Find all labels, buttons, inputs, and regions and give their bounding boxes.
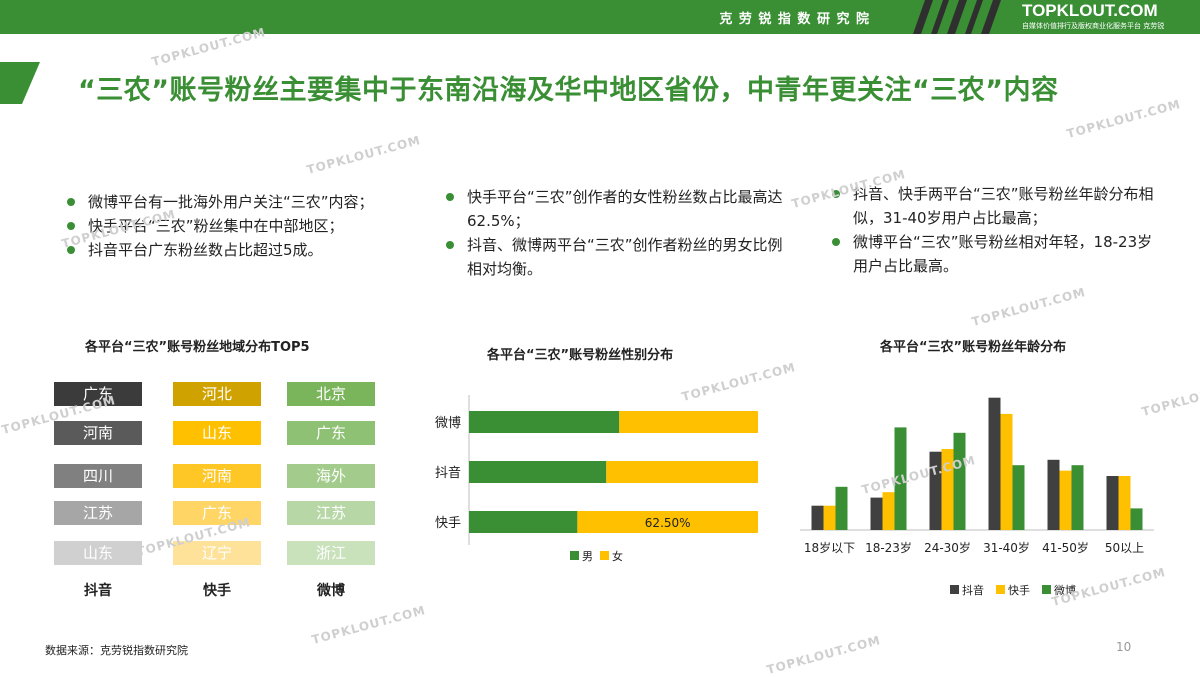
gender-bar-segment xyxy=(469,461,607,483)
age-bar xyxy=(929,451,942,530)
age-bar xyxy=(1012,465,1025,530)
age-bar xyxy=(835,486,848,530)
gender-bar-segment xyxy=(469,511,578,533)
header-stripes xyxy=(905,0,1005,34)
region-cell: 山东 xyxy=(173,421,261,445)
gender-bar-segment xyxy=(619,411,758,433)
bullet-column-1: 微博平台有一批海外用户关注“三农”内容； 快手平台“三农”粉丝集中在中部地区； … xyxy=(62,190,442,262)
bullet-item: 微博平台“三农”账号粉丝相对年轻，18-23岁用户占比最高。 xyxy=(827,230,1157,278)
gender-chart-title: 各平台“三农”账号粉丝性别分布 xyxy=(487,348,674,363)
age-bar xyxy=(870,497,883,530)
region-chart-title: 各平台“三农”账号粉丝地域分布TOP5 xyxy=(85,340,310,355)
age-legend-swatch xyxy=(950,585,959,594)
gender-bar-segment xyxy=(577,511,758,533)
bullet-item: 快手平台“三农”创作者的女性粉丝数占比最高达62.5%； xyxy=(441,185,796,233)
watermark: TOPKLOUT.COM xyxy=(305,133,423,177)
age-legend-swatch xyxy=(996,585,1005,594)
age-bar xyxy=(1130,508,1143,530)
logo-text: TOPKLOUT.COM xyxy=(1022,1,1158,20)
bullet-item: 快手平台“三农”粉丝集中在中部地区； xyxy=(62,214,442,238)
gender-bar-segment xyxy=(606,461,758,483)
region-cell: 北京 xyxy=(287,382,375,406)
gender-category-label: 微博 xyxy=(435,416,461,431)
title-accent-shape xyxy=(0,62,40,104)
page-number: 10 xyxy=(1116,640,1132,654)
region-cell: 浙江 xyxy=(287,541,375,565)
region-cell: 河南 xyxy=(54,421,142,445)
age-category-label: 24-30岁 xyxy=(924,540,971,555)
bullet-item: 抖音、快手两平台“三农”账号粉丝年龄分布相似，31-40岁用户占比最高； xyxy=(827,182,1157,230)
region-column-label: 快手 xyxy=(203,583,231,599)
age-bar xyxy=(811,505,824,530)
age-bar xyxy=(1071,465,1084,530)
region-cell: 四川 xyxy=(54,464,142,488)
gender-category-label: 快手 xyxy=(435,516,461,531)
gender-legend-label: 男 xyxy=(582,550,593,563)
age-legend-label: 快手 xyxy=(1008,583,1030,597)
bullet-item: 微博平台有一批海外用户关注“三农”内容； xyxy=(62,190,442,214)
age-bar xyxy=(953,432,966,530)
region-cell: 广东 xyxy=(173,501,261,525)
age-category-label: 31-40岁 xyxy=(983,540,1030,555)
institute-label: 克 劳 锐 指 数 研 究 院 xyxy=(719,12,870,27)
age-bar xyxy=(894,427,907,530)
region-cell: 江苏 xyxy=(287,501,375,525)
region-cell: 辽宁 xyxy=(173,541,261,565)
data-source-note: 数据来源：克劳锐指数研究院 xyxy=(45,644,188,657)
region-cell: 江苏 xyxy=(54,501,142,525)
gender-data-label: 62.50% xyxy=(645,516,691,530)
logo-subtext: 自媒体价值排行及版权商业化服务平台 克劳锐 xyxy=(1022,22,1165,30)
age-legend-label: 抖音 xyxy=(962,583,984,597)
region-cell: 河北 xyxy=(173,382,261,406)
gender-legend-swatch xyxy=(570,551,579,560)
bullet-column-3: 抖音、快手两平台“三农”账号粉丝年龄分布相似，31-40岁用户占比最高； 微博平… xyxy=(827,182,1157,278)
age-legend-label: 微博 xyxy=(1054,583,1076,597)
bullet-column-2: 快手平台“三农”创作者的女性粉丝数占比最高达62.5%； 抖音、微博两平台“三农… xyxy=(441,185,796,281)
region-column-label: 抖音 xyxy=(84,583,112,599)
age-category-label: 18-23岁 xyxy=(865,540,912,555)
gender-legend-swatch xyxy=(600,551,609,560)
age-bar xyxy=(823,505,836,530)
page-title: “三农”账号粉丝主要集中于东南沿海及华中地区省份，中青年更关注“三农”内容 xyxy=(78,75,1059,106)
region-cell: 广东 xyxy=(54,382,142,406)
age-category-label: 41-50岁 xyxy=(1042,540,1089,555)
age-chart-title: 各平台“三农”账号粉丝年龄分布 xyxy=(880,340,1067,355)
age-bar xyxy=(1000,413,1013,530)
age-bar xyxy=(1059,470,1072,530)
logo: TOPKLOUT.COM 自媒体价值排行及版权商业化服务平台 克劳锐 xyxy=(1010,0,1200,34)
bullet-item: 抖音、微博两平台“三农”创作者粉丝的男女比例相对均衡。 xyxy=(441,233,796,281)
watermark: TOPKLOUT.COM xyxy=(970,285,1088,329)
region-cell: 山东 xyxy=(54,541,142,565)
age-category-label: 18岁以下 xyxy=(804,540,855,555)
watermark: TOPKLOUT.COM xyxy=(765,633,883,677)
watermark: TOPKLOUT.COM xyxy=(310,603,428,647)
gender-legend-label: 女 xyxy=(612,549,623,563)
age-category-label: 50以上 xyxy=(1105,541,1144,555)
gender-bar-segment xyxy=(469,411,620,433)
region-column-label: 微博 xyxy=(317,583,345,599)
gender-category-label: 抖音 xyxy=(435,465,461,481)
age-bar xyxy=(882,492,895,530)
region-cell: 河南 xyxy=(173,464,261,488)
region-cell: 广东 xyxy=(287,421,375,445)
top-bar: 克 劳 锐 指 数 研 究 院 TOPKLOUT.COM 自媒体价值排行及版权商… xyxy=(0,0,1200,34)
age-bar xyxy=(1106,476,1119,530)
age-bar xyxy=(941,449,954,530)
age-bar xyxy=(988,397,1001,530)
age-bar xyxy=(1118,476,1131,530)
age-bar xyxy=(1047,459,1060,530)
region-cell: 海外 xyxy=(287,464,375,488)
watermark: TOPKLOUT.COM xyxy=(1065,97,1183,141)
age-legend-swatch xyxy=(1042,585,1051,594)
bullet-item: 抖音平台广东粉丝数占比超过5成。 xyxy=(62,238,442,262)
